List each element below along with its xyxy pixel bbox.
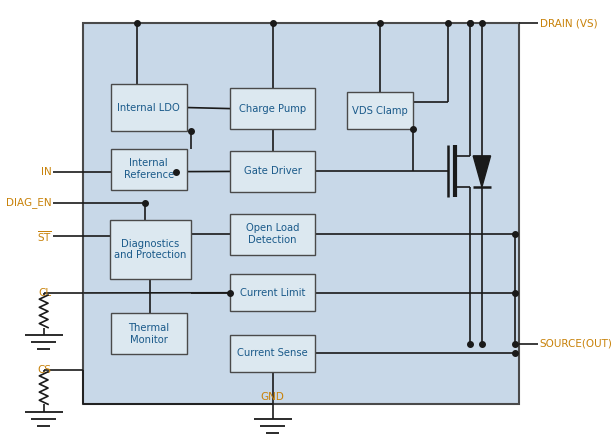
Text: DRAIN (VS): DRAIN (VS) xyxy=(540,18,598,28)
Bar xyxy=(230,335,315,372)
Text: VDS Clamp: VDS Clamp xyxy=(352,106,408,116)
Text: Current Sense: Current Sense xyxy=(237,348,308,358)
Text: $\overline{\rm ST}$: $\overline{\rm ST}$ xyxy=(37,229,52,244)
Bar xyxy=(230,214,315,255)
Text: Open Load
Detection: Open Load Detection xyxy=(246,223,299,245)
Text: Thermal
Monitor: Thermal Monitor xyxy=(128,323,169,345)
Text: Internal LDO: Internal LDO xyxy=(118,102,180,112)
Bar xyxy=(347,92,413,129)
Bar xyxy=(111,149,187,190)
Text: CL: CL xyxy=(39,288,52,298)
Text: SOURCE(OUT): SOURCE(OUT) xyxy=(540,339,612,349)
Text: Diagnostics
and Protection: Diagnostics and Protection xyxy=(114,238,187,260)
Bar xyxy=(83,23,519,404)
Text: GND: GND xyxy=(261,392,285,402)
Bar xyxy=(111,84,187,131)
Text: Internal
Reference: Internal Reference xyxy=(124,158,174,180)
Bar xyxy=(110,220,191,279)
Text: IN: IN xyxy=(41,167,52,177)
Polygon shape xyxy=(473,156,490,187)
Text: Gate Driver: Gate Driver xyxy=(244,167,301,177)
Text: Charge Pump: Charge Pump xyxy=(239,104,306,114)
Bar xyxy=(230,274,315,311)
Text: DIAG_EN: DIAG_EN xyxy=(6,198,52,208)
Text: CS: CS xyxy=(38,364,52,375)
Bar xyxy=(230,88,315,129)
Bar xyxy=(111,313,187,354)
Bar xyxy=(230,151,315,192)
Text: Current Limit: Current Limit xyxy=(240,288,306,298)
